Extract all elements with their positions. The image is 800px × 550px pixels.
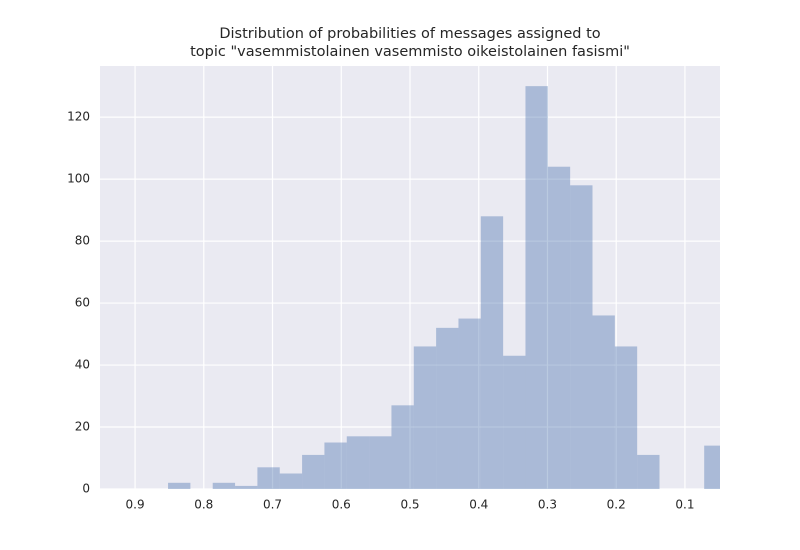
chart-title: topic "vasemmistolainen vasemmisto oikei… — [190, 44, 630, 60]
bar — [369, 436, 392, 489]
bar — [324, 442, 347, 489]
y-tick-label: 100 — [67, 172, 90, 186]
x-tick-label: 0.2 — [607, 498, 626, 512]
y-tick-label: 20 — [75, 420, 90, 434]
y-tick-label: 0 — [82, 482, 90, 496]
chart-title: Distribution of probabilities of message… — [219, 26, 600, 42]
x-tick-label: 0.8 — [194, 498, 213, 512]
bar — [257, 467, 280, 489]
bar — [458, 318, 481, 489]
bar — [525, 86, 548, 489]
bar — [637, 454, 660, 489]
x-tick-label: 0.1 — [675, 498, 694, 512]
bar — [279, 473, 303, 489]
bar — [346, 436, 370, 489]
y-tick-label: 120 — [67, 110, 90, 124]
x-tick-label: 0.5 — [400, 498, 419, 512]
y-tick-label: 40 — [75, 358, 90, 372]
bar — [570, 185, 593, 489]
y-tick-label: 60 — [75, 296, 90, 310]
bar — [704, 445, 720, 489]
y-tick-label: 80 — [75, 234, 90, 248]
x-tick-label: 0.7 — [263, 498, 282, 512]
bar — [302, 454, 325, 489]
bar — [235, 485, 258, 489]
x-tick-label: 0.6 — [332, 498, 351, 512]
bar — [168, 482, 191, 489]
bar — [547, 166, 571, 489]
x-tick-label: 0.4 — [469, 498, 488, 512]
bar — [592, 315, 615, 489]
x-tick-label: 0.9 — [126, 498, 145, 512]
bar — [436, 327, 459, 489]
bar — [480, 216, 504, 489]
x-tick-label: 0.3 — [538, 498, 557, 512]
bar — [391, 405, 414, 489]
bar — [212, 482, 236, 489]
bar — [503, 355, 526, 489]
bar — [614, 346, 638, 489]
bar — [413, 346, 437, 489]
